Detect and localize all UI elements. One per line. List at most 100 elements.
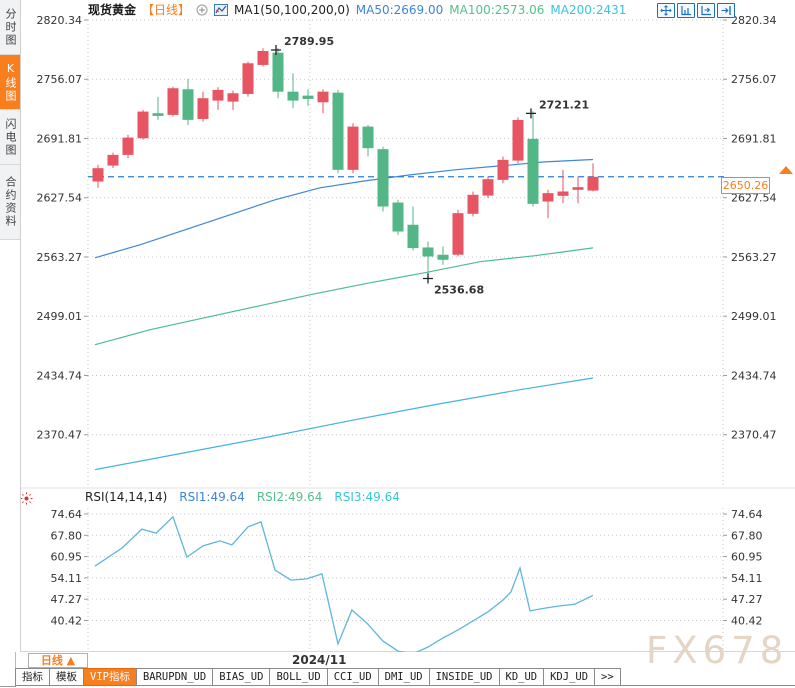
ma200-value: MA200:2431 [550, 2, 627, 17]
ma50-value: MA50:2669.00 [355, 2, 444, 17]
footer-left-gutter [0, 652, 16, 668]
candle [542, 193, 554, 202]
price-axis-label: 2499.01 [37, 310, 83, 323]
candle [497, 159, 509, 180]
price-axis-label: 2563.27 [731, 251, 777, 264]
indicator-tab-2[interactable]: 模板 [49, 668, 84, 686]
sidebar-tab-2[interactable]: K线图 [0, 55, 20, 110]
moving-average-lines [94, 158, 594, 471]
sidebar: 分时图 K线图 闪电图 合约资料 [0, 0, 21, 652]
period-label[interactable]: 【日线】 [142, 3, 191, 17]
tabbar-left-gutter [0, 668, 16, 687]
candle [557, 191, 569, 196]
candle [182, 89, 194, 120]
indicator-tab-4[interactable]: BARUPDN_UD [135, 668, 214, 686]
crosshair-marker [526, 108, 536, 119]
indicator-tab-3[interactable]: VIP指标 [83, 668, 137, 686]
exit-right-icon[interactable] [717, 3, 735, 18]
candle [302, 95, 314, 99]
price-axis-label: 2370.47 [37, 429, 83, 442]
add-indicator-icon[interactable] [196, 4, 208, 16]
price-axis-label: 2499.01 [731, 310, 777, 323]
price-axis-label: 2434.74 [731, 369, 777, 382]
sidebar-tab-4[interactable]: 合约资料 [0, 165, 20, 240]
candle [92, 168, 104, 182]
price-axis-label: 2627.54 [731, 192, 777, 205]
price-axis-label: 2691.81 [731, 132, 777, 145]
candle [197, 98, 209, 119]
candle [227, 93, 239, 102]
candle [257, 51, 269, 65]
indicator-tab-11[interactable]: KDJ_UD [543, 668, 596, 686]
candles [92, 48, 599, 282]
crosshair-marker [271, 45, 281, 56]
rsi-header: RSI(14,14,14) RSI1:49.64 RSI2:49.64 RSI3… [85, 489, 400, 505]
rsi-axis-label: 74.64 [731, 508, 763, 521]
rsi-axis-label: 60.95 [51, 551, 83, 564]
price-axis-label: 2756.07 [37, 73, 83, 86]
price-axis-label: 2563.27 [37, 251, 83, 264]
ma50-line [94, 158, 594, 259]
indicator-tab-12[interactable]: >> [594, 668, 621, 686]
rsi3-value: RSI3:49.64 [334, 490, 400, 504]
candle [317, 91, 329, 103]
rsi-title[interactable]: RSI(14,14,14) [85, 490, 168, 504]
price-axis-label: 2820.34 [37, 14, 83, 27]
ma-settings-label[interactable]: MA1(50,100,200,0) [234, 2, 350, 17]
candle [347, 126, 359, 170]
indicator-tab-10[interactable]: KD_UD [498, 668, 545, 686]
candle [167, 88, 179, 115]
swing-high-label: 2789.95 [284, 35, 334, 48]
symbol-name: 现货黄金 [88, 3, 137, 17]
candle [332, 92, 344, 170]
rsi-line [94, 515, 594, 652]
indicator-tab-7[interactable]: CCI_UD [326, 668, 379, 686]
axis-play-icon[interactable] [697, 3, 715, 18]
price-axis-label: 2691.81 [37, 132, 83, 145]
candle [392, 202, 404, 232]
candle [362, 126, 374, 149]
indicator-settings-sun-icon[interactable] [20, 490, 33, 509]
indicator-tab-bar: 指标 模板 VIP指标 BARUPDN_UD BIAS_UD BOLL_UD CCI_UD D… [0, 668, 795, 688]
candle [482, 179, 494, 196]
candle [437, 254, 449, 260]
ma200-line [94, 377, 594, 471]
chart-header: 现货黄金 【日线】 MA1(50,100,200,0) MA50:2669.00… [88, 1, 626, 18]
candle [272, 52, 284, 92]
rsi-gridlines: 74.64 74.64 67.80 67.80 60.95 60.95 54.11 54.11… [51, 508, 763, 650]
candle [212, 89, 224, 101]
sidebar-tab-1[interactable]: 分时图 [0, 0, 20, 55]
rsi-axis-label: 54.11 [731, 572, 763, 585]
time-axis-row: 日线 ▲ 2024/11 [0, 652, 795, 668]
period-selector[interactable]: 日线 ▲ [28, 653, 88, 668]
price-axis-label: 2756.07 [731, 73, 777, 86]
indicator-tab-1[interactable]: 指标 [15, 668, 50, 686]
rsi-axis-label: 47.27 [51, 593, 83, 606]
candle [377, 149, 389, 207]
price-annotations: 2789.95 2721.21 2536.68 [271, 35, 589, 296]
price-axis-label: 2820.34 [731, 14, 777, 27]
indicator-tab-9[interactable]: INSIDE_UD [428, 668, 500, 686]
axis-scale-icon[interactable] [677, 3, 695, 18]
candle [122, 137, 134, 155]
candle [107, 154, 119, 166]
sidebar-tab-3[interactable]: 闪电图 [0, 110, 20, 165]
crosshair-move-icon[interactable] [657, 3, 675, 18]
rsi-axis-label: 74.64 [51, 508, 83, 521]
candle [287, 91, 299, 101]
candle [137, 111, 149, 139]
last-price-box: 2650.26 [721, 177, 770, 194]
fx678-watermark: FX678 [646, 629, 789, 672]
rsi-axis-label: 67.80 [51, 529, 83, 542]
indicator-tab-6[interactable]: BOLL_UD [269, 668, 328, 686]
rsi-axis-label: 54.11 [51, 572, 83, 585]
candle [242, 63, 254, 94]
indicator-tab-8[interactable]: DMI_UD [377, 668, 430, 686]
crosshair-marker [423, 273, 433, 284]
mini-chart-icon[interactable] [214, 3, 229, 16]
price-up-triangle-icon [779, 166, 793, 174]
indicator-tab-5[interactable]: BIAS_UD [212, 668, 271, 686]
candle [452, 213, 464, 255]
candlestick-and-rsi-chart[interactable]: 2820.34 2820.34 2756.07 2756.07 2691.81 2691.… [0, 0, 795, 652]
